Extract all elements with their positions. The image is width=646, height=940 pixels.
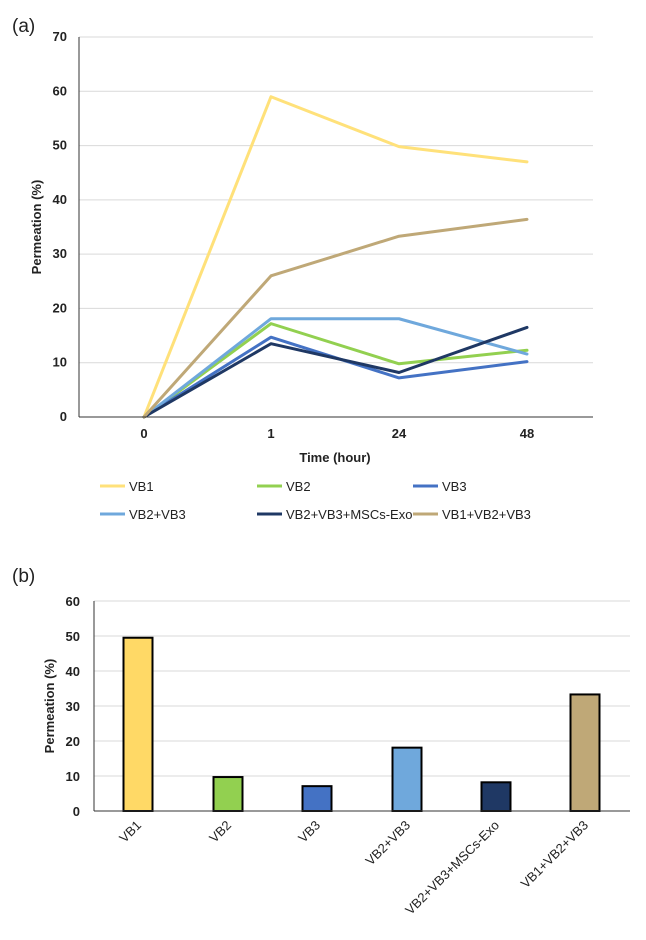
line-chart-series [142,95,529,419]
bar-chart-y-tick-label: 20 [66,734,80,749]
bar-chart-gridlines [94,600,630,777]
line-chart-y-axis-title: Permeation (%) [29,180,44,275]
panel-label-a: (a) [12,16,35,37]
line-chart-y-tick-label: 50 [53,138,67,153]
line-chart-y-tick-label: 10 [53,355,67,370]
series-line-3 [142,317,529,419]
series-line-5 [142,217,529,419]
line-chart-x-tick-label: 48 [520,426,534,441]
line-chart-y-tick-label: 70 [53,29,67,44]
bar-chart-category-label: VB1 [116,818,144,846]
line-chart-y-tick-label: 20 [53,300,67,315]
bar [480,781,512,812]
panel-label-b: (b) [12,566,35,587]
line-chart-y-tick-label: 0 [60,409,67,424]
line-chart-x-tick-label: 0 [140,426,147,441]
legend-label: VB1 [129,479,154,494]
bar [569,693,601,813]
line-chart-legend: VB1 VB2 VB3 VB2+VB3 VB2+VB3+MSCs-Exo VB1+VB2+… [100,479,531,522]
bar-chart-y-axis-title: Permeation (%) [42,659,57,754]
line-chart-y-tick-label: 60 [53,83,67,98]
series-line-1 [142,322,529,419]
bar-chart-y-tick-label: 0 [73,804,80,819]
bar-chart-category-label: VB3 [295,818,323,846]
bar-chart-bars [122,636,601,813]
bar-chart-y-tick-label: 50 [66,629,80,644]
legend-label: VB2+VB3+MSCs-Exo [286,507,412,522]
bar-chart-y-tick-label: 40 [66,664,80,679]
bar-chart-y-tick-labels: 0 10 20 30 40 50 60 [66,594,80,819]
bar-chart-y-tick-label: 60 [66,594,80,609]
line-chart-panel: (a) 0 10 20 30 40 50 60 70 0 1 24 48 Time (hour) P… [12,16,593,522]
legend-label: VB2 [286,479,311,494]
line-chart-y-tick-labels: 0 10 20 30 40 50 60 70 [53,29,67,424]
legend-label: VB1+VB2+VB3 [442,507,531,522]
line-chart-x-tick-label: 1 [267,426,274,441]
line-chart-y-tick-label: 30 [53,246,67,261]
bar-chart-category-label: VB1+VB2+VB3 [518,818,591,891]
line-chart-x-tick-labels: 0 1 24 48 [140,426,534,441]
bar-chart-category-label: VB2+VB3 [362,818,413,869]
bar-chart-category-label: VB2 [206,818,234,846]
bar-chart-category-label: VB2+VB3+MSCs-Exo [402,818,502,918]
bar [301,785,333,813]
line-chart-x-axis-title: Time (hour) [299,450,370,465]
legend-label: VB2+VB3 [129,507,186,522]
bar [122,636,154,812]
bar-chart-y-tick-label: 10 [66,769,80,784]
line-chart-x-tick-label: 24 [392,426,407,441]
bar-chart-panel: (b) 0 10 20 30 40 50 60 VB1 VB2 VB3 VB2+VB3VB2+VB… [12,566,630,918]
series-line-4 [142,325,529,419]
legend-label: VB3 [442,479,467,494]
bar [212,776,244,812]
bar [391,746,423,813]
series-line-0 [142,95,529,419]
line-chart-y-tick-label: 40 [53,192,67,207]
line-chart-gridlines [79,36,593,364]
bar-chart-y-tick-label: 30 [66,699,80,714]
